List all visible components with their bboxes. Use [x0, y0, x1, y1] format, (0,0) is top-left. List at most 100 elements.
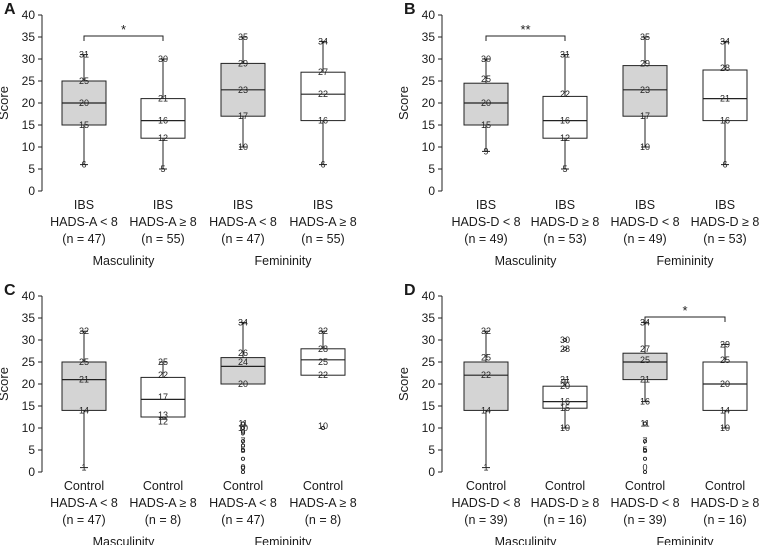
value-label: 24	[238, 357, 248, 367]
y-tick-label: 5	[28, 443, 35, 457]
y-tick-label: 30	[422, 333, 436, 347]
category-label: (n = 49)	[623, 232, 666, 246]
box-2: 31 22 16 12 5 IBS HADS-D ≥ 8 (n = 53)	[531, 50, 600, 246]
category-label: Control	[64, 479, 104, 493]
value-label: 5	[240, 445, 245, 455]
category-label: (n = 47)	[62, 232, 105, 246]
value-label: 6	[81, 160, 86, 170]
significance-bracket	[644, 316, 726, 322]
iqr-box	[702, 69, 748, 122]
box-1: 32 25 22 14 1 Control HADS-D < 8 (n = 39)	[451, 326, 520, 527]
y-tick-label: 25	[422, 355, 436, 369]
value-label: 10	[318, 421, 328, 431]
y-tick-label: 30	[22, 333, 36, 347]
category-label: IBS	[715, 198, 735, 212]
value-label: 9	[240, 427, 245, 437]
value-label: 35	[238, 32, 248, 42]
panel-a: A 0 5 10 15 20 25 30 35 40 Score 31 25 20 15 6 IBS HADS-A…	[0, 1, 357, 268]
value-label: 34	[640, 317, 650, 327]
outlier-point	[240, 443, 246, 448]
value-label: 16	[640, 397, 650, 407]
category-label: HADS-D < 8	[610, 215, 679, 229]
y-tick-label: 25	[22, 355, 36, 369]
category-label: IBS	[74, 198, 94, 212]
value-label: 34	[720, 36, 730, 46]
value-label: 31	[79, 50, 89, 60]
value-label: 22	[158, 370, 168, 380]
outlier-point	[240, 465, 246, 470]
value-label: 20	[560, 381, 570, 391]
value-label: 17	[640, 111, 650, 121]
value-label: 22	[560, 89, 570, 99]
panel-letter: B	[404, 1, 416, 18]
significance-marker: *	[682, 303, 687, 318]
box-4: 29 25 20 14 10 Control HADS-D ≥ 8 (n = 16)	[691, 339, 760, 527]
panel-b: B 0 5 10 15 20 25 30 35 40 Score 30 25 20 15 9 IBS HADS-D…	[396, 1, 759, 268]
value-label: 32	[481, 326, 491, 336]
y-tick-label: 15	[422, 399, 436, 413]
category-label: HADS-D ≥ 8	[531, 496, 600, 510]
category-label: HADS-A ≥ 8	[129, 496, 196, 510]
group-label-femininity: Femininity	[255, 535, 313, 545]
category-label: HADS-D ≥ 8	[691, 215, 760, 229]
panel-c: C 0 5 10 15 20 25 30 35 40 Score 32 25 21 14 1 Control HA…	[0, 282, 357, 545]
y-tick-label: 35	[422, 311, 436, 325]
value-label: 12	[560, 133, 570, 143]
group-label-masculinity: Masculinity	[495, 535, 558, 545]
value-label: 27	[318, 67, 328, 77]
category-label: HADS-D < 8	[610, 496, 679, 510]
category-label: (n = 8)	[305, 513, 341, 527]
box-4: 32 28 25 22 10 Control HADS-A ≥ 8 (n = 8)	[289, 326, 356, 527]
value-label: 29	[720, 339, 730, 349]
y-axis-label: Score	[0, 367, 11, 401]
value-label: 25	[640, 355, 650, 365]
significance-marker: **	[520, 22, 530, 37]
value-label: 14	[79, 405, 89, 415]
value-label: 21	[640, 375, 650, 385]
box-1: 30 25 20 15 9 IBS HADS-D < 8 (n = 49)	[451, 54, 520, 246]
value-label: 25	[720, 355, 730, 365]
value-label: 21	[560, 375, 570, 385]
value-label: 22	[318, 370, 328, 380]
value-label: 10	[238, 142, 248, 152]
value-label: 0	[240, 463, 245, 473]
value-label: 32	[318, 326, 328, 336]
value-label: 10	[560, 423, 570, 433]
category-label: (n = 55)	[301, 232, 344, 246]
category-label: (n = 16)	[543, 513, 586, 527]
value-label: 1	[81, 463, 86, 473]
value-label: 14	[481, 405, 491, 415]
outlier-point	[240, 456, 246, 461]
y-tick-label: 15	[422, 118, 436, 132]
category-label: HADS-A < 8	[209, 215, 277, 229]
iqr-box	[702, 361, 748, 411]
value-label: 10	[720, 423, 730, 433]
category-label: (n = 49)	[464, 232, 507, 246]
outlier-point	[642, 456, 648, 461]
iqr-box	[542, 95, 588, 139]
category-label: IBS	[555, 198, 575, 212]
iqr-box	[622, 352, 668, 381]
value-label: 20	[238, 379, 248, 389]
value-label: 25	[481, 353, 491, 363]
category-label: HADS-A ≥ 8	[129, 215, 196, 229]
outlier-point	[240, 425, 246, 431]
outlier-point	[642, 447, 648, 453]
category-label: IBS	[153, 198, 173, 212]
value-label: 17	[238, 111, 248, 121]
y-tick-label: 20	[422, 377, 436, 391]
value-label: 6	[320, 160, 325, 170]
value-label: 11	[640, 419, 649, 429]
box-4: 34 27 22 16 6 IBS HADS-A ≥ 8 (n = 55)	[289, 36, 356, 246]
category-label: Control	[303, 479, 343, 493]
value-label: 30	[481, 54, 491, 64]
iqr-box	[463, 361, 509, 411]
box-1: 31 25 20 15 6 IBS HADS-A < 8 (n = 47)	[50, 50, 118, 246]
category-label: (n = 8)	[145, 513, 181, 527]
y-axis-label: Score	[396, 367, 411, 401]
value-label: 0	[642, 463, 647, 473]
